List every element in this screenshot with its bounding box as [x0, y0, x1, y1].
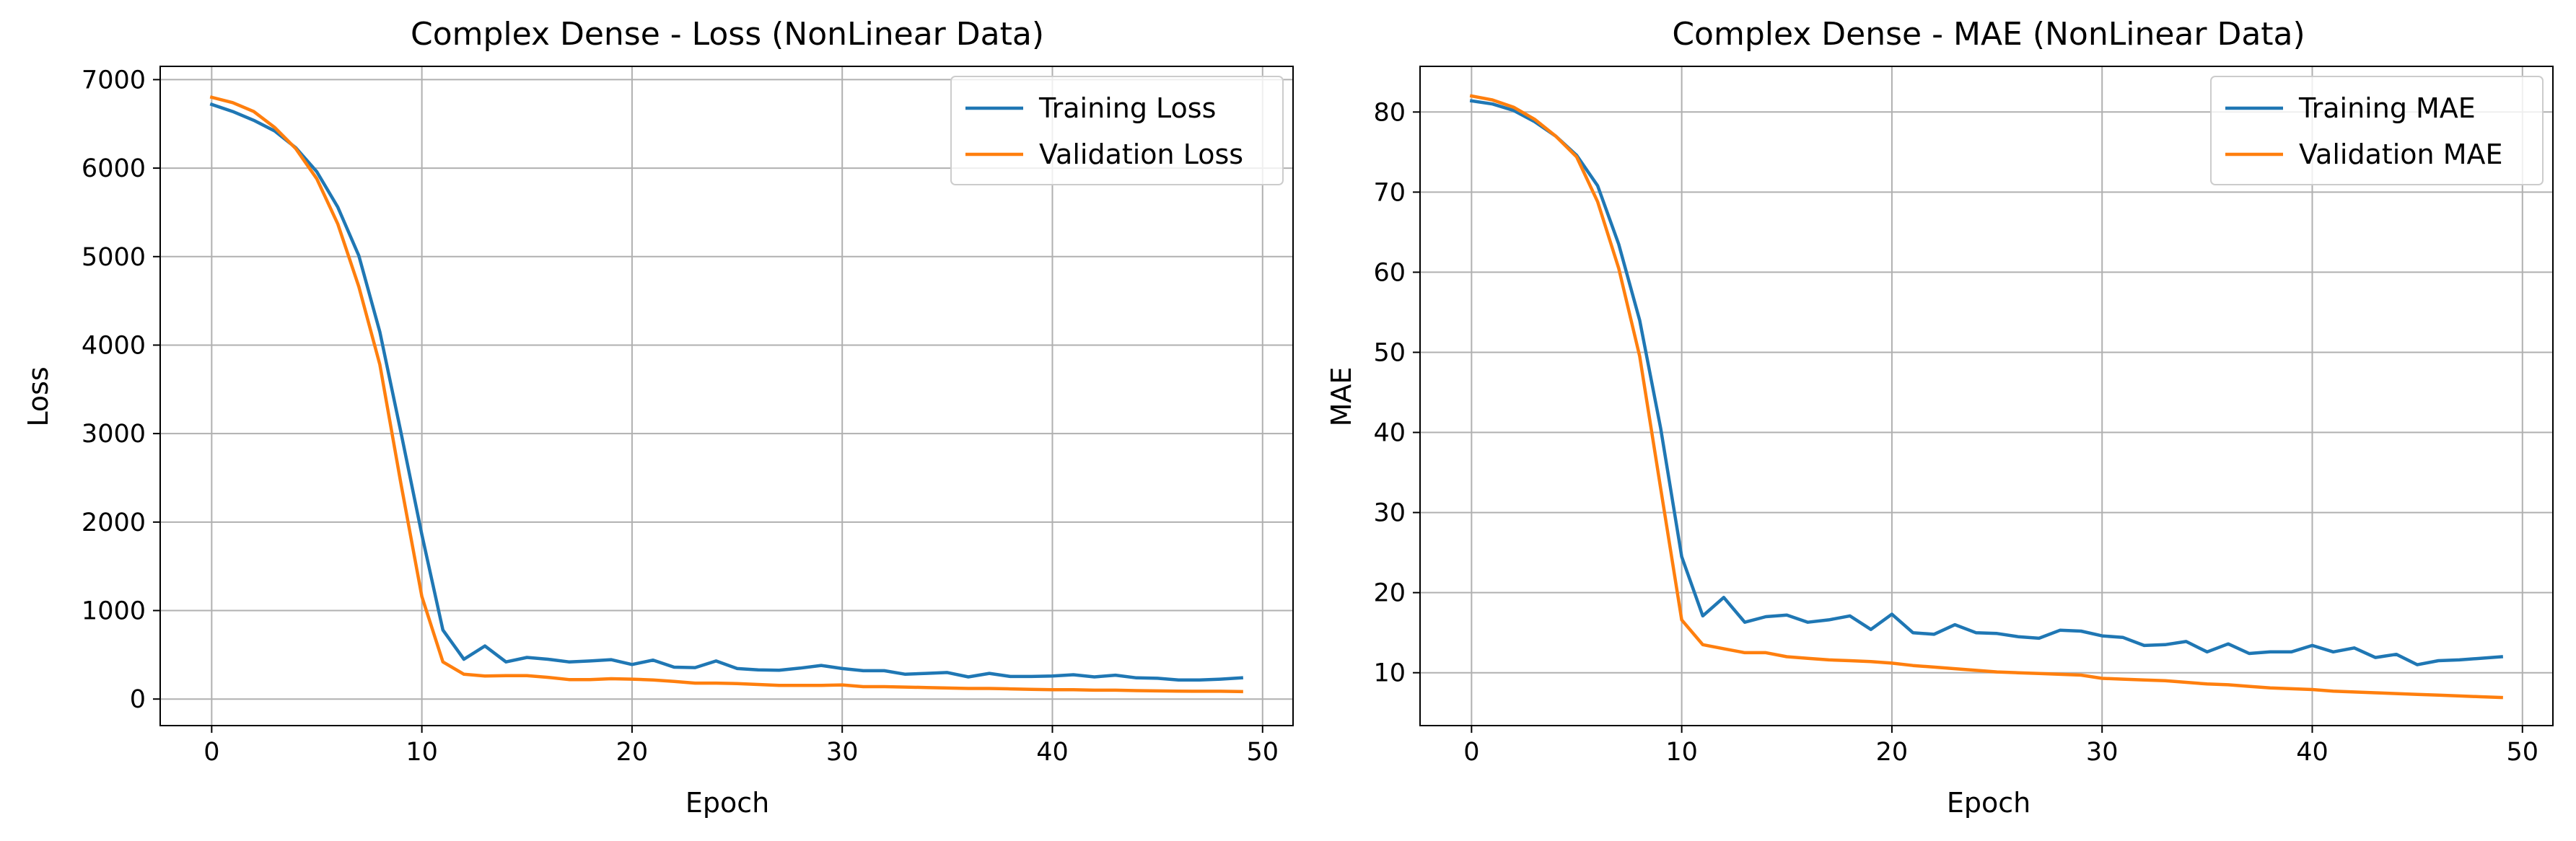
x-tick-label: 0: [203, 738, 219, 767]
x-tick-label: 10: [406, 738, 438, 767]
x-tick-label: 20: [1876, 738, 1909, 767]
x-tick-label: 0: [1463, 738, 1479, 767]
legend-label: Training MAE: [2298, 92, 2476, 124]
y-axis-label: MAE: [1326, 367, 1357, 427]
y-tick-label: 7000: [82, 66, 146, 94]
x-tick-label: 30: [2086, 738, 2119, 767]
y-tick-label: 6000: [82, 154, 146, 183]
y-tick-label: 20: [1373, 579, 1406, 608]
chart-title: Complex Dense - MAE (NonLinear Data): [1672, 16, 2305, 53]
x-tick-label: 50: [2506, 738, 2538, 767]
legend-label: Validation Loss: [1039, 138, 1243, 170]
legend-label: Training Loss: [1038, 92, 1216, 124]
y-tick-label: 5000: [82, 243, 146, 272]
x-tick-label: 40: [2296, 738, 2329, 767]
y-tick-label: 50: [1373, 338, 1406, 367]
y-tick-label: 2000: [82, 508, 146, 537]
legend: Training MAE Validation MAE: [2211, 76, 2543, 185]
y-tick-label: 10: [1373, 659, 1406, 688]
y-tick-label: 0: [130, 685, 146, 714]
y-tick-label: 70: [1373, 178, 1406, 207]
x-axis-label: Epoch: [1947, 787, 2030, 819]
y-tick-label: 40: [1373, 419, 1406, 448]
y-tick-label: 60: [1373, 258, 1406, 287]
y-tick-label: 30: [1373, 499, 1406, 528]
y-tick-label: 80: [1373, 98, 1406, 127]
x-tick-label: 10: [1665, 738, 1698, 767]
chart-title: Complex Dense - Loss (NonLinear Data): [411, 16, 1044, 53]
y-axis-label: Loss: [22, 366, 54, 426]
y-tick-label: 3000: [82, 420, 146, 449]
x-tick-label: 20: [616, 738, 649, 767]
x-axis-label: Epoch: [685, 787, 769, 819]
x-tick-label: 50: [1246, 738, 1279, 767]
y-tick-label: 4000: [82, 331, 146, 360]
legend: Training Loss Validation Loss: [951, 76, 1283, 185]
x-tick-label: 30: [826, 738, 859, 767]
legend-label: Validation MAE: [2299, 138, 2503, 170]
y-tick-label: 1000: [82, 597, 146, 626]
x-tick-label: 40: [1036, 738, 1069, 767]
